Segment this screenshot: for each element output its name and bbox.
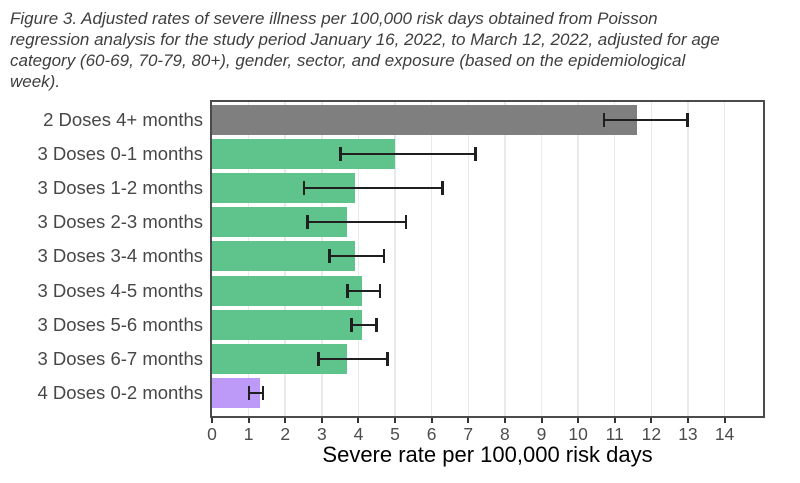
caption-line-2: regression analysis for the study period… <box>10 30 720 49</box>
x-tick-label-9: 9 <box>536 424 547 444</box>
error-bar-line-3 <box>303 187 443 190</box>
bar-1 <box>212 105 637 135</box>
bar-6 <box>212 275 363 306</box>
x-tick-mark-6 <box>430 418 433 423</box>
gridline-x9 <box>540 102 543 416</box>
x-tick-mark-7 <box>467 418 470 423</box>
gridline-x14 <box>723 102 726 416</box>
gridline-x12 <box>650 102 653 416</box>
x-tick-label-6: 6 <box>426 424 437 444</box>
error-bar-cap-high-4 <box>404 215 408 230</box>
x-tick-mark-3 <box>320 418 323 423</box>
gridline-x4 <box>357 102 360 416</box>
caption-line-1: Figure 3. Adjusted rates of severe illne… <box>10 9 658 28</box>
x-tick-label-3: 3 <box>316 424 327 444</box>
error-bar-cap-high-7 <box>375 317 378 332</box>
error-bar-line-8 <box>318 357 388 360</box>
x-tick-label-2: 2 <box>280 424 291 444</box>
y-axis-label-7: 3 Doses 5-6 months <box>37 313 203 335</box>
y-axis-label-8: 3 Doses 6-7 months <box>37 347 203 369</box>
x-tick-label-8: 8 <box>500 424 510 444</box>
error-bar-line-1 <box>603 119 688 121</box>
gridline-x13 <box>687 102 689 416</box>
error-bar-cap-high-3 <box>441 181 444 196</box>
error-bar-line-5 <box>329 255 385 258</box>
y-axis-label-5: 3 Doses 3-4 months <box>37 245 203 267</box>
y-axis-label-2: 3 Doses 0-1 months <box>37 143 203 165</box>
gridline-x7 <box>467 102 470 416</box>
error-bar-cap-low-4 <box>306 215 309 230</box>
gridline-x5 <box>394 102 396 416</box>
x-tick-mark-4 <box>357 418 360 423</box>
x-tick-label-12: 12 <box>641 424 662 444</box>
x-tick-mark-11 <box>613 418 616 423</box>
x-tick-mark-1 <box>247 418 250 423</box>
error-bar-line-2 <box>340 153 476 156</box>
bar-7 <box>212 309 363 340</box>
gridline-x10 <box>577 102 579 416</box>
error-bar-cap-high-8 <box>386 351 389 366</box>
x-axis-title: Severe rate per 100,000 risk days <box>322 442 653 467</box>
x-tick-label-14: 14 <box>714 424 735 444</box>
gridline-x6 <box>430 102 433 416</box>
y-axis-label-9: 4 Doses 0-2 months <box>37 381 203 403</box>
error-bar-cap-high-9 <box>261 385 265 400</box>
plot-panel <box>210 100 765 418</box>
x-tick-label-7: 7 <box>463 424 474 444</box>
x-tick-mark-0 <box>211 418 213 423</box>
error-bar-cap-low-8 <box>317 351 320 366</box>
error-bar-cap-low-3 <box>302 181 306 196</box>
x-tick-mark-2 <box>284 418 287 423</box>
x-tick-mark-10 <box>577 418 580 423</box>
error-bar-cap-low-6 <box>346 283 349 298</box>
error-bar-line-4 <box>307 221 407 224</box>
x-tick-label-11: 11 <box>605 424 624 444</box>
error-bar-cap-high-6 <box>378 283 382 298</box>
error-bar-cap-low-2 <box>339 147 342 162</box>
error-bar-cap-high-1 <box>686 113 689 127</box>
caption-line-4: week). <box>10 72 61 91</box>
x-tick-mark-8 <box>503 418 506 423</box>
x-tick-label-13: 13 <box>678 424 698 444</box>
x-tick-label-0: 0 <box>207 424 217 444</box>
y-axis-label-1: 2 Doses 4+ months <box>43 109 203 130</box>
error-bar-cap-low-5 <box>328 249 331 264</box>
error-bar-cap-low-1 <box>602 113 606 127</box>
x-tick-label-1: 1 <box>243 424 254 444</box>
y-axis-label-3: 3 Doses 1-2 months <box>37 177 203 199</box>
error-bar-line-9 <box>248 391 264 394</box>
error-bar-line-7 <box>351 323 377 326</box>
x-tick-mark-14 <box>723 418 726 423</box>
error-bar-cap-low-7 <box>350 317 353 332</box>
y-axis-label-4: 3 Doses 2-3 months <box>37 211 203 233</box>
gridline-x11 <box>613 102 616 416</box>
x-tick-mark-12 <box>650 418 653 423</box>
figure-caption: Figure 3. Adjusted rates of severe illne… <box>10 8 798 92</box>
x-tick-mark-5 <box>394 418 397 423</box>
x-tick-mark-9 <box>540 418 543 423</box>
error-bar-cap-high-5 <box>382 249 386 264</box>
error-bar-line-6 <box>347 289 381 292</box>
x-tick-label-5: 5 <box>390 424 400 444</box>
x-tick-label-10: 10 <box>568 424 588 444</box>
error-bar-cap-low-9 <box>247 385 251 400</box>
gridline-x8 <box>504 102 506 416</box>
x-tick-mark-13 <box>686 418 689 423</box>
error-bar-cap-high-2 <box>474 147 477 162</box>
x-tick-label-4: 4 <box>353 424 364 444</box>
y-axis-label-6: 3 Doses 4-5 months <box>37 279 203 301</box>
caption-line-3: category (60-69, 70-79, 80+), gender, se… <box>10 51 686 70</box>
